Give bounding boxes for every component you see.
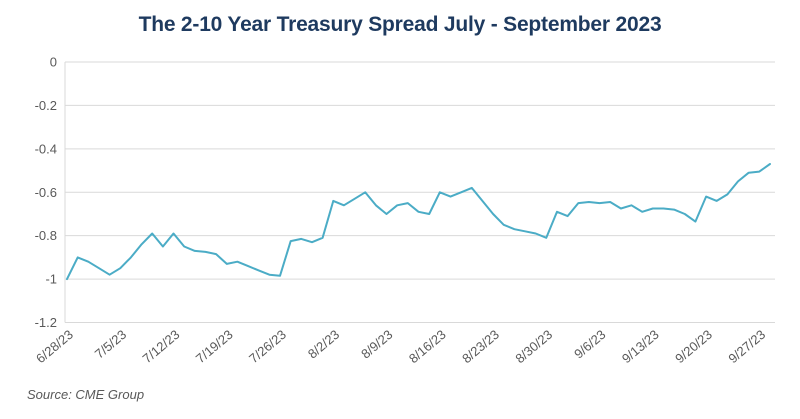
x-tick-label: 8/30/23 xyxy=(512,327,555,366)
x-tick-label: 7/5/23 xyxy=(92,327,129,362)
x-tick-label: 7/19/23 xyxy=(193,327,236,366)
x-tick-label: 7/12/23 xyxy=(140,327,183,366)
y-tick-label: -0.8 xyxy=(35,228,57,243)
source-note: Source: CME Group xyxy=(27,387,145,402)
x-tick-label: 7/26/23 xyxy=(246,327,289,366)
y-tick-label: -0.4 xyxy=(35,141,57,156)
y-tick-label: -0.6 xyxy=(35,185,57,200)
x-tick-label: 9/13/23 xyxy=(619,327,662,366)
x-tick-label: 6/28/23 xyxy=(33,327,76,366)
x-tick-label: 9/6/23 xyxy=(571,327,608,362)
x-tick-label: 8/2/23 xyxy=(305,327,342,362)
x-tick-label: 8/23/23 xyxy=(459,327,502,366)
chart-title: The 2-10 Year Treasury Spread July - Sep… xyxy=(138,13,662,36)
x-tick-label: 9/20/23 xyxy=(672,327,715,366)
x-tick-label: 8/9/23 xyxy=(358,327,395,362)
y-tick-label: 0 xyxy=(50,55,57,70)
y-tick-label: -0.2 xyxy=(35,98,57,113)
spread-line xyxy=(66,163,771,281)
y-tick-label: -1.2 xyxy=(35,315,57,330)
x-tick-label: 8/16/23 xyxy=(406,327,449,366)
y-tick-label: -1 xyxy=(45,272,57,287)
x-tick-label: 9/27/23 xyxy=(725,327,768,366)
